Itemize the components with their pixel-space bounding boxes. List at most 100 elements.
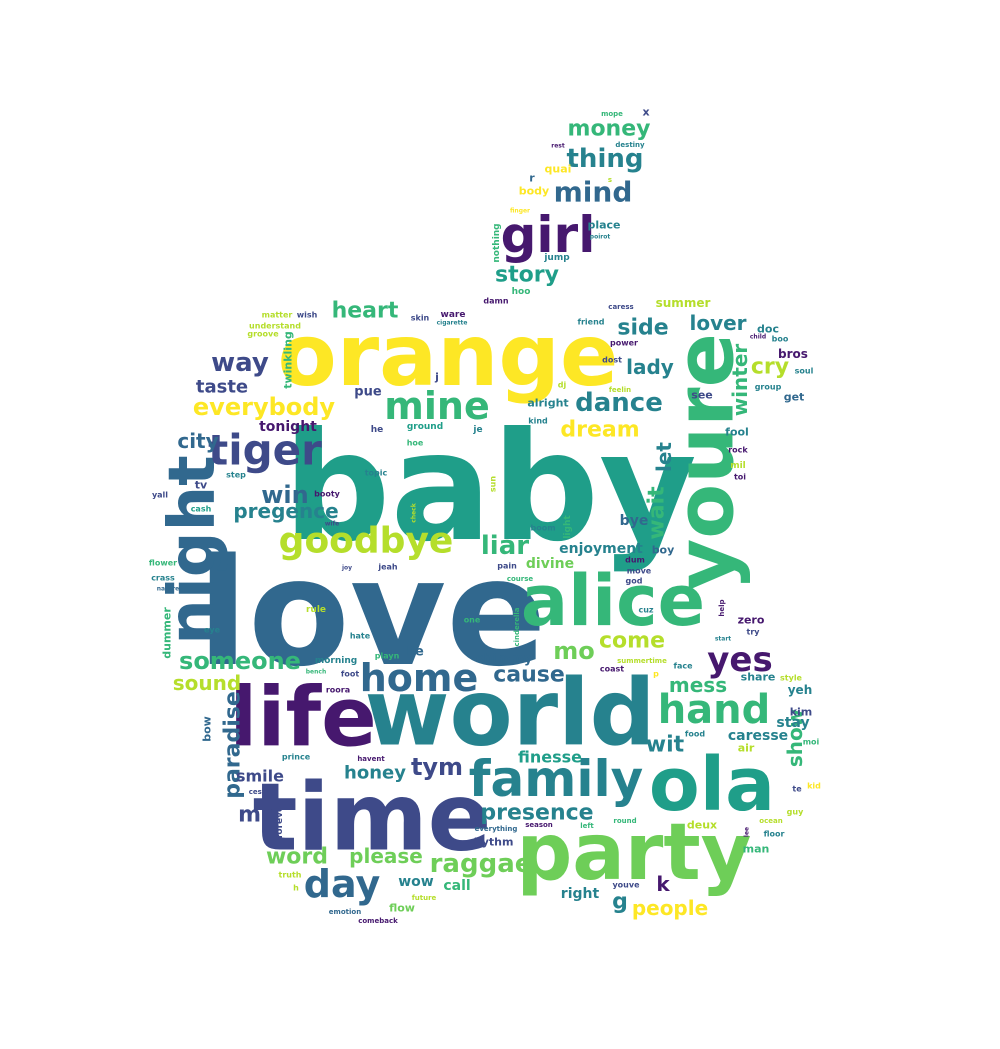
word-baby: baby [283,401,697,575]
word-deux: deux [687,819,717,832]
word-orange: orange [278,306,619,406]
word-mine: mine [384,384,489,428]
word-yeh: yeh [788,683,813,697]
word-divine: divine [526,556,574,572]
word-raggae: raggae [430,849,533,879]
word-heart: heart [332,299,399,324]
word-zero: zero [738,614,765,627]
word-mo: mo [553,637,595,665]
word-smile: smile [236,767,284,786]
word-life: life [229,671,377,766]
word-happiness: happiness [440,804,469,810]
word-body: body [519,185,549,198]
word-god: god [626,577,643,586]
word-love: love [197,527,546,699]
word-yes: yes [707,640,772,680]
word-summer: summer [656,296,711,310]
word-twinkling: twinkling [282,331,295,389]
word-dum: dum [625,556,645,565]
word-boom: boom [530,524,555,533]
word-someone: someone [179,647,301,675]
word-k: k [656,872,670,896]
word-sound: sound [173,671,241,695]
word-fool: fool [725,426,749,439]
word-taste: taste [196,377,248,398]
word-foot: foot [341,670,359,679]
word-child: child [750,334,766,341]
word-mope: mope [601,110,623,118]
word-cest: cest [249,788,266,796]
word-move: move [627,567,652,576]
word-flow: flow [389,902,415,915]
word-joy: joy [341,565,352,572]
word-summertime: summertime [617,657,667,665]
word-wish: wish [297,311,318,320]
word-group: group [755,383,782,392]
word-ocean: ocean [759,817,782,825]
word-finesse: finesse [518,748,582,767]
word-finger: finger [510,208,530,215]
word-te: te [792,785,802,794]
word-everybody: everybody [193,393,336,421]
word-groove: groove [247,330,279,339]
word-roora: roora [326,686,350,695]
word-pue: pue [354,385,382,400]
word-playn: playn [375,652,400,661]
word-dj: dj [558,381,567,390]
word-moi: moi [803,738,820,747]
word-je: je [472,425,482,435]
word-hoe: hoe [407,439,424,448]
word-world: world [365,660,656,767]
word-come: come [599,629,665,654]
word-help: help [718,599,726,616]
word-round: round [613,817,636,825]
word-cinderella: cinderella [513,607,521,646]
word-youve: youve [612,881,640,890]
word-place: place [587,219,620,232]
word-word: word [266,845,328,870]
word-rest: rest [551,143,565,150]
word-x: x [642,106,649,119]
word-understand: understand [249,322,301,331]
word-kind: kind [528,417,548,426]
word-g: g [612,890,628,915]
word-cash: cash [191,505,212,514]
word-paradise: paradise [221,691,246,799]
word-time: time [253,764,492,873]
word-mind: mind [554,176,633,209]
word-caress: caress [608,303,633,311]
word-mr: mr [238,803,272,828]
word-hate: hate [350,632,371,641]
word-story: story [495,263,559,288]
word-feelin: feelin [609,386,631,394]
word-crass: crass [151,574,175,583]
word-nature: nature [157,586,180,593]
word-let: let [652,442,676,472]
word-yall: yall [152,491,168,500]
word-money: money [568,117,651,142]
word-future: future [412,894,437,902]
word-start: start [715,636,731,643]
word-step: step [226,471,246,480]
word-face: face [673,662,693,671]
word-rule: rule [306,605,326,615]
word-prince: prince [282,753,311,762]
word-he: he [371,425,384,435]
word-day: day [304,862,381,906]
word-dummer: dummer [161,607,174,659]
word-home: home [360,656,479,700]
word-forever: forever [275,801,285,839]
word-bye: bye [620,513,649,529]
word-lie: lie [406,645,424,660]
word-flower: flower [149,559,177,568]
word-bow: bow [201,716,214,742]
word-friend: friend [577,318,604,327]
word-bench: bench [306,669,326,676]
word-food: food [685,730,705,739]
word-morning: morning [315,656,357,666]
word-alright: alright [527,397,568,410]
word-dost: dost [602,356,622,365]
word-wife: wife [325,521,339,528]
word-doc: doc [757,323,779,336]
